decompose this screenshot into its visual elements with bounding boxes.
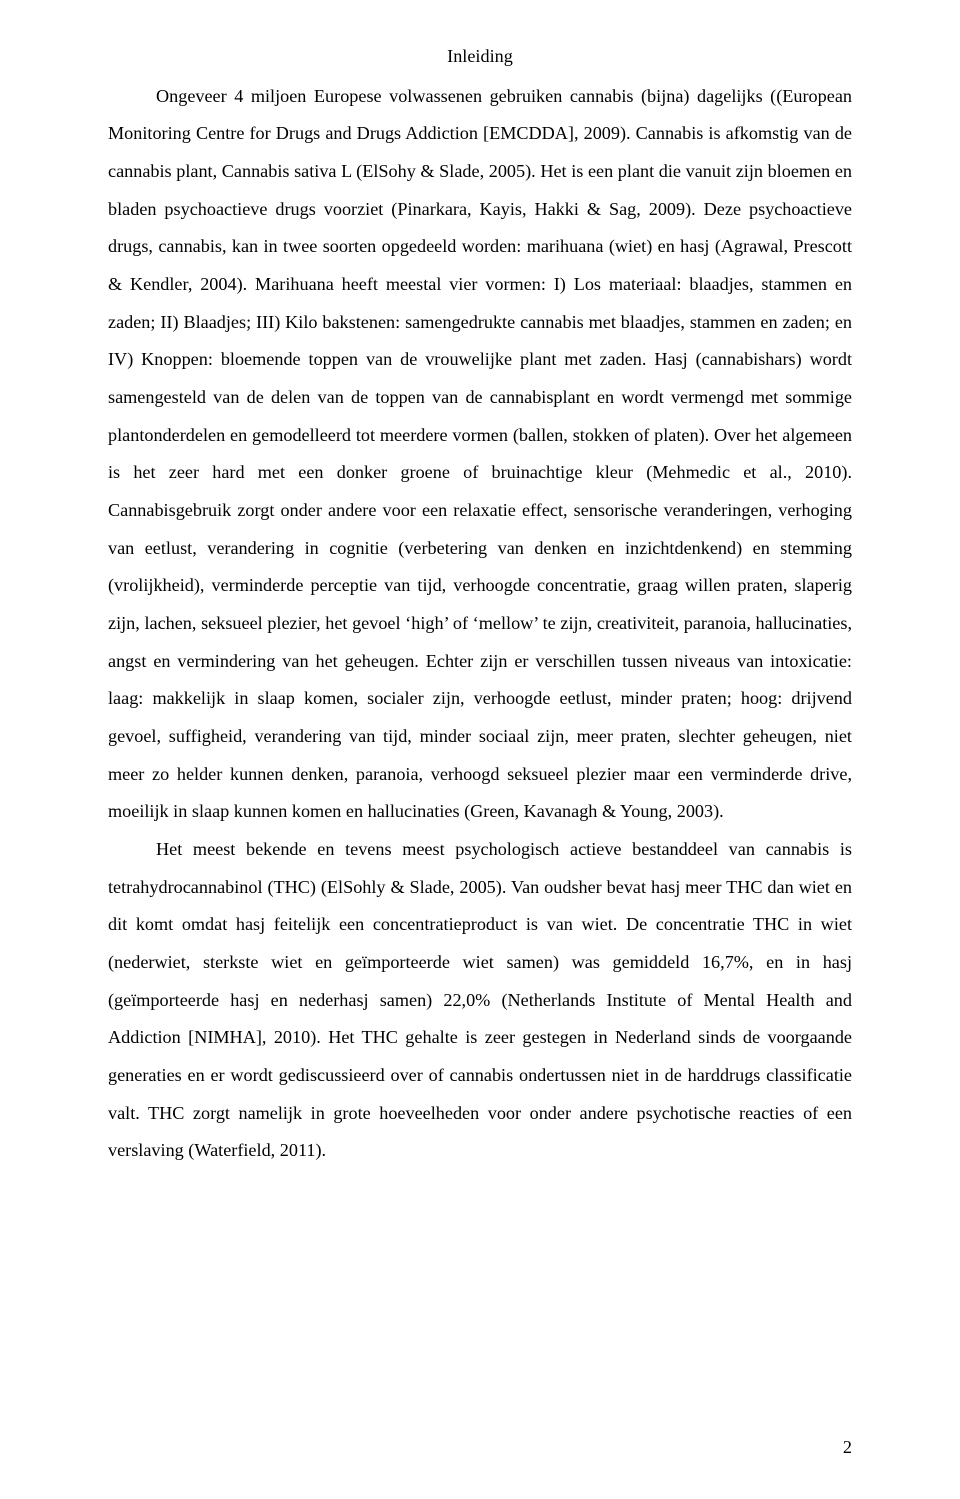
page-number: 2 <box>843 1429 852 1467</box>
document-page: Inleiding Ongeveer 4 miljoen Europese vo… <box>0 0 960 1499</box>
paragraph-1: Ongeveer 4 miljoen Europese volwassenen … <box>108 78 852 831</box>
section-heading: Inleiding <box>108 38 852 76</box>
paragraph-2-text: Het meest bekende en tevens meest psycho… <box>108 839 852 1160</box>
paragraph-1-text: Ongeveer 4 miljoen Europese volwassenen … <box>108 86 852 822</box>
paragraph-2: Het meest bekende en tevens meest psycho… <box>108 831 852 1170</box>
